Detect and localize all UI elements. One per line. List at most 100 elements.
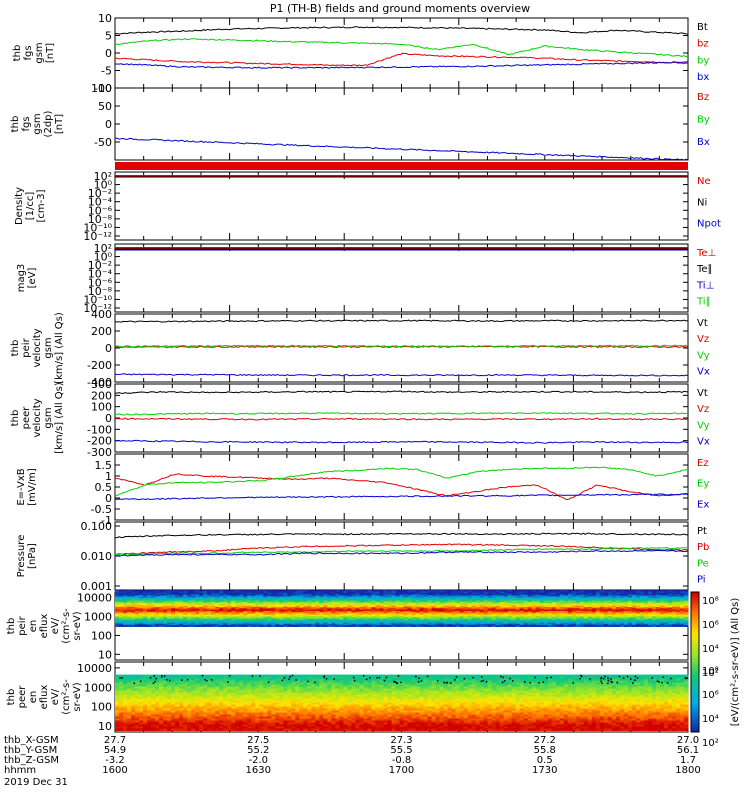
y-tick-label: 100 — [91, 701, 112, 714]
series-line-Vy — [115, 413, 688, 416]
y-axis-label: thb — [10, 340, 21, 357]
heatmap-cell — [355, 625, 359, 627]
series-line-Vx — [115, 440, 688, 443]
y-axis-label: [km/s] (All Qs) — [54, 312, 65, 384]
y-axis-label: gsm — [43, 407, 54, 428]
heatmap-cell — [399, 625, 403, 627]
y-tick-label: 50 — [98, 100, 112, 113]
heatmap-cell — [660, 625, 664, 627]
heatmap-cell — [167, 625, 171, 627]
y-tick-label: 0.100 — [81, 520, 113, 533]
heatmap-cell — [315, 625, 319, 627]
heatmap-cell — [135, 728, 139, 730]
heatmap-cell — [480, 625, 484, 627]
heatmap-cell — [564, 625, 568, 627]
y-axis-label: sr-eV) — [72, 682, 83, 711]
heatmap-cell — [476, 625, 480, 627]
heatmap-cell — [207, 625, 211, 627]
y-axis-label: velocity — [32, 398, 43, 437]
y-axis-label: thb — [6, 618, 17, 635]
heatmap-cell — [408, 625, 412, 627]
heatmap-cell — [127, 625, 131, 627]
heatmap-cell — [420, 625, 424, 627]
heatmap-cell — [379, 625, 383, 627]
heatmap-cell — [235, 625, 239, 627]
heatmap-cell — [428, 625, 432, 627]
y-axis-label: Pressure — [16, 535, 27, 578]
heatmap-cell — [363, 625, 367, 627]
panel-density: Density[1/cc][cm-3]10²10⁰10⁻²10⁻⁴10⁻⁶10⁻… — [14, 170, 688, 243]
y-axis-label: gsm — [43, 337, 54, 358]
heatmap-cell — [600, 625, 604, 627]
y-tick-label: 0 — [105, 47, 112, 60]
heatmap-cell — [223, 625, 227, 627]
heatmap-cell — [371, 625, 375, 627]
heatmap-cell — [231, 625, 235, 627]
y-tick-label: 400 — [91, 308, 112, 321]
panel-frame — [115, 454, 688, 520]
y-axis-label: eV/ — [50, 617, 61, 634]
heatmap-cell — [283, 625, 287, 627]
series-line-Vx — [115, 374, 688, 376]
heatmap-cell — [572, 625, 576, 627]
y-axis-label: thb — [12, 45, 23, 62]
y-axis-label: fgs — [21, 116, 32, 131]
series-line-Pt — [115, 533, 688, 538]
y-axis-label: peir — [17, 615, 28, 635]
y-axis-label: [cm-3] — [36, 189, 47, 222]
heatmap-cell — [580, 625, 584, 627]
heatmap-cell — [299, 625, 303, 627]
y-axis-label: velocity — [32, 328, 43, 367]
heatmap-cell — [351, 625, 355, 627]
heatmap-cell — [672, 625, 676, 627]
heatmap-cell — [668, 625, 672, 627]
series-line-bz — [115, 53, 688, 65]
y-axis-label: E=-VxB — [16, 468, 27, 505]
heatmap-cell — [532, 625, 536, 627]
y-tick-label: 0 — [105, 342, 112, 355]
heatmap-cell — [347, 625, 351, 627]
heatmap-cell — [520, 625, 524, 627]
heatmap-cell — [444, 625, 448, 627]
heatmap-cell — [115, 625, 119, 627]
heatmap-cell — [656, 625, 660, 627]
heatmap-cell — [492, 625, 496, 627]
heatmap-cell — [143, 728, 147, 730]
heatmap-cell — [239, 625, 243, 627]
panel-frame — [115, 172, 688, 240]
heatmap-cell — [548, 625, 552, 627]
heatmap-cell — [219, 625, 223, 627]
heatmap-cell — [303, 625, 307, 627]
heatmap-cell — [664, 625, 668, 627]
y-tick-label: 10000 — [77, 592, 112, 605]
y-tick-label: -50 — [94, 136, 112, 149]
heatmap-cell — [412, 625, 416, 627]
heatmap-cell — [608, 625, 612, 627]
heatmap-cell — [295, 625, 299, 627]
heatmap-cell — [488, 625, 492, 627]
heatmap-cell — [339, 625, 343, 627]
heatmap-cell — [155, 625, 159, 627]
y-axis-label: thb — [10, 116, 21, 133]
heatmap-cell — [552, 625, 556, 627]
y-tick-label: 100 — [91, 629, 112, 642]
plot-title: P1 (TH-B) fields and ground moments over… — [270, 2, 530, 15]
y-tick-label: -5 — [101, 65, 112, 78]
y-tick-label: 10 — [98, 12, 112, 25]
heatmap-cell — [147, 625, 151, 627]
heatmap-cell — [468, 625, 472, 627]
heatmap-cell — [171, 625, 175, 627]
heatmap-cell — [448, 625, 452, 627]
heatmap-cell — [195, 625, 199, 627]
y-axis-label: (cm²-s- — [61, 679, 72, 715]
heatmap-cell — [584, 625, 588, 627]
panel-frame — [115, 244, 688, 312]
heatmap-cell — [291, 625, 295, 627]
y-axis-label: [1/cc] — [25, 192, 36, 221]
y-axis-label: peer — [21, 406, 32, 430]
heatmap-cell — [544, 625, 548, 627]
heatmap-cell — [199, 625, 203, 627]
